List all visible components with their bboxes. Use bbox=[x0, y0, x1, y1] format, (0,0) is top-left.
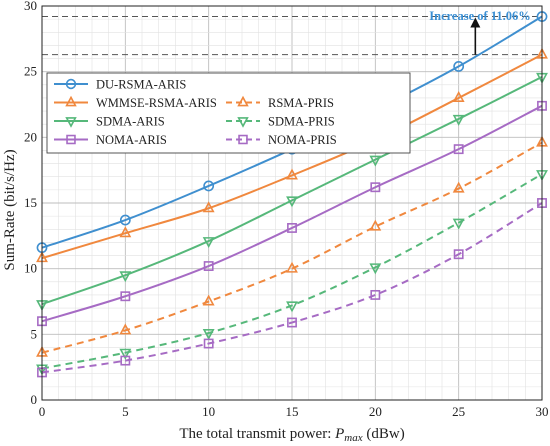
grid bbox=[41, 5, 543, 401]
data-point-triangle-up bbox=[452, 181, 465, 193]
legend-label: RSMA-PRIS bbox=[268, 96, 334, 110]
data-point-triangle-down bbox=[452, 218, 465, 230]
series-noma-pris bbox=[37, 198, 547, 378]
y-axis-label: Sum-Rate (bit/s/Hz) bbox=[2, 149, 18, 270]
y-tick-label: 20 bbox=[24, 129, 37, 144]
y-tick-label: 30 bbox=[24, 0, 37, 13]
annotation-label: Increase of 11.06% bbox=[429, 9, 531, 23]
data-point-triangle-down bbox=[202, 237, 215, 249]
legend-label: NOMA-PRIS bbox=[268, 133, 337, 147]
x-tick-label: 30 bbox=[536, 404, 549, 419]
data-point-square bbox=[287, 317, 297, 328]
x-tick-label: 25 bbox=[452, 404, 465, 419]
legend: DU-RSMA-ARIS WMMSE-RSMA-ARIS RSMA-PRIS SDMA… bbox=[46, 72, 411, 154]
legend-label: NOMA-ARIS bbox=[96, 133, 167, 147]
series-line bbox=[41, 202, 543, 374]
data-point-triangle-up bbox=[119, 226, 132, 238]
data-point-square bbox=[120, 291, 131, 302]
series-sdma-aris bbox=[36, 72, 548, 312]
series-noma-aris bbox=[37, 100, 547, 327]
data-point-triangle-up bbox=[286, 261, 298, 273]
data-point-square bbox=[203, 338, 214, 349]
x-axis-label-sub: max bbox=[344, 432, 362, 444]
data-point-square bbox=[370, 182, 381, 193]
data-point-triangle-down bbox=[286, 301, 298, 313]
data-point-square bbox=[370, 289, 381, 300]
reference-lines bbox=[42, 16, 542, 56]
annotation: Increase of 11.06% bbox=[429, 9, 531, 55]
series-line bbox=[41, 141, 543, 354]
data-point-circle bbox=[203, 180, 215, 192]
data-point-square bbox=[287, 223, 297, 233]
series-line bbox=[41, 104, 543, 323]
legend-entry: RSMA-PRIS bbox=[226, 95, 334, 110]
x-axis-label-unit: (dBw) bbox=[363, 426, 405, 442]
data-point-triangle-up bbox=[119, 323, 132, 335]
series-group bbox=[36, 11, 548, 378]
data-point-square bbox=[238, 134, 248, 145]
series-line bbox=[41, 173, 543, 370]
x-axis-label: The total transmit power: Pmax (dBw) bbox=[179, 426, 404, 444]
y-tick-label: 10 bbox=[24, 261, 37, 276]
plot-frame bbox=[41, 5, 543, 401]
legend-label: SDMA-ARIS bbox=[96, 115, 165, 129]
data-point-triangle-down bbox=[119, 348, 132, 360]
data-point-triangle-up bbox=[369, 219, 382, 231]
data-point-triangle-down bbox=[369, 263, 382, 275]
series-line bbox=[41, 53, 543, 260]
data-point-triangle-down bbox=[286, 196, 298, 208]
x-tick-label: 0 bbox=[39, 404, 46, 419]
data-point-circle bbox=[65, 78, 77, 90]
y-tick-label: 25 bbox=[24, 64, 37, 79]
series-rsma-pris bbox=[36, 135, 548, 357]
data-point-square bbox=[453, 144, 464, 155]
data-point-triangle-down bbox=[369, 155, 382, 167]
legend-entry: SDMA-ARIS bbox=[54, 115, 165, 129]
legend-entry: NOMA-PRIS bbox=[226, 133, 337, 147]
legend-entry: WMMSE-RSMA-ARIS bbox=[54, 95, 217, 110]
data-point-square bbox=[66, 134, 76, 145]
data-point-triangle-up bbox=[202, 294, 215, 306]
legend-entry: SDMA-PRIS bbox=[226, 115, 335, 129]
y-tick-label: 15 bbox=[24, 195, 37, 210]
x-tick-label: 15 bbox=[286, 404, 299, 419]
data-point-triangle-up bbox=[65, 95, 77, 107]
data-point-square bbox=[203, 261, 214, 271]
data-point-square bbox=[120, 355, 131, 366]
legend-label: DU-RSMA-ARIS bbox=[96, 78, 186, 92]
x-axis-label-prefix: The total transmit power: bbox=[179, 426, 335, 442]
annotation-arrow-head bbox=[470, 17, 481, 28]
data-point-square bbox=[453, 249, 464, 260]
data-point-triangle-down bbox=[65, 117, 77, 128]
data-point-triangle-down bbox=[452, 114, 465, 126]
x-tick-label: 5 bbox=[122, 404, 129, 419]
tick-labels: 0 5 10 15 20 25 30 0 5 10 15 20 25 30 bbox=[24, 0, 549, 419]
data-point-triangle-up bbox=[202, 201, 215, 213]
series-line bbox=[41, 76, 543, 306]
x-tick-label: 10 bbox=[202, 404, 215, 419]
data-point-circle bbox=[453, 61, 465, 72]
legend-label: SDMA-PRIS bbox=[268, 115, 335, 129]
data-point-triangle-up bbox=[286, 168, 298, 180]
data-point-triangle-down bbox=[119, 271, 132, 283]
x-tick-label: 20 bbox=[369, 404, 382, 419]
data-point-triangle-up bbox=[452, 90, 465, 102]
x-axis-label-var: P bbox=[334, 426, 344, 442]
y-tick-label: 5 bbox=[31, 326, 38, 341]
data-point-triangle-down bbox=[237, 117, 249, 128]
data-point-circle bbox=[119, 214, 131, 226]
legend-entry: DU-RSMA-ARIS bbox=[54, 78, 186, 92]
legend-label: WMMSE-RSMA-ARIS bbox=[96, 96, 217, 110]
y-tick-label: 0 bbox=[31, 392, 38, 407]
data-point-triangle-up bbox=[237, 95, 249, 107]
legend-entry: NOMA-ARIS bbox=[54, 133, 167, 147]
data-point-triangle-down bbox=[202, 329, 215, 340]
